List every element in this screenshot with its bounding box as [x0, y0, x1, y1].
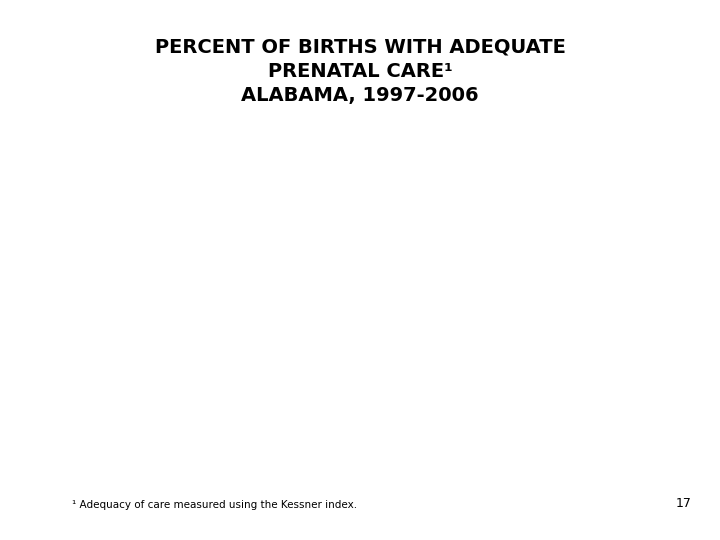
Text: 17: 17	[675, 497, 691, 510]
Text: ¹ Adequacy of care measured using the Kessner index.: ¹ Adequacy of care measured using the Ke…	[72, 500, 357, 510]
Text: PERCENT OF BIRTHS WITH ADEQUATE
PRENATAL CARE¹
ALABAMA, 1997-2006: PERCENT OF BIRTHS WITH ADEQUATE PRENATAL…	[155, 38, 565, 105]
